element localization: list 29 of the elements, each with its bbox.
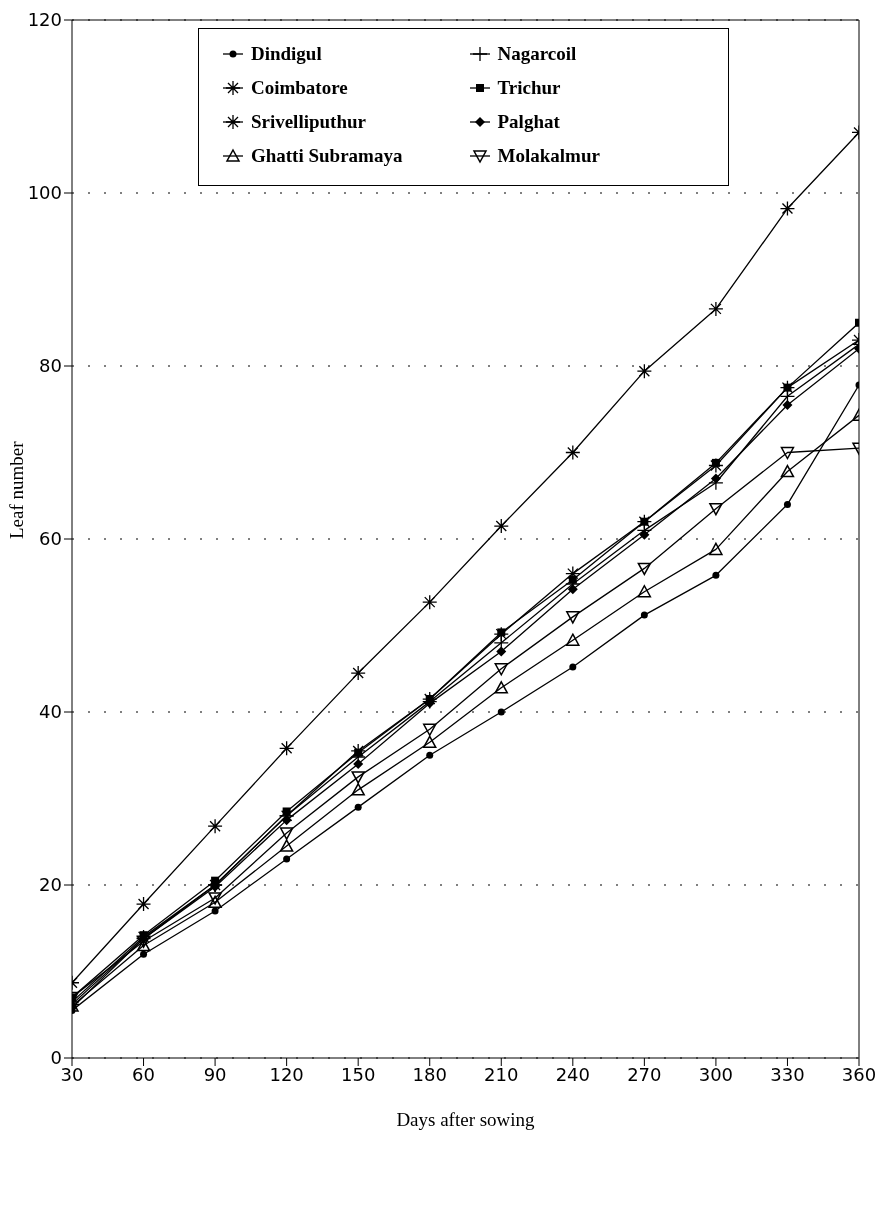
legend-label: Nagarcoil [497, 43, 577, 65]
y-tick-label: 80 [39, 355, 62, 377]
x-tick-label: 30 [60, 1063, 84, 1085]
legend-label: Palghat [497, 111, 560, 133]
legend-label: Dindigul [250, 43, 322, 65]
x-tick-label: 330 [770, 1063, 805, 1085]
legend-label: Trichur [497, 77, 561, 99]
legend-label: Ghatti Subramaya [250, 145, 403, 167]
x-tick-label: 120 [269, 1063, 304, 1085]
legend-label: Srivelliputhur [250, 111, 366, 133]
y-tick-label: 100 [27, 182, 62, 204]
legend-label: Molakalmur [497, 145, 600, 167]
y-tick-label: 60 [39, 528, 62, 550]
y-tick-label: 120 [27, 9, 62, 31]
x-tick-label: 360 [841, 1063, 877, 1085]
x-tick-label: 270 [627, 1063, 662, 1085]
x-tick-label: 90 [203, 1063, 227, 1085]
x-tick-label: 150 [341, 1063, 376, 1085]
legend-label: Coimbatore [250, 77, 348, 99]
y-tick-label: 0 [50, 1047, 62, 1069]
y-tick-label: 40 [39, 701, 62, 723]
x-tick-label: 60 [132, 1063, 155, 1085]
x-tick-label: 300 [698, 1063, 734, 1085]
x-tick-label: 180 [412, 1063, 447, 1085]
x-tick-label: 240 [555, 1063, 590, 1085]
y-axis-title: Leaf number [5, 440, 27, 539]
x-tick-label: 210 [484, 1063, 519, 1085]
y-tick-label: 20 [39, 874, 62, 896]
x-axis-title: Days after sowing [396, 1109, 536, 1130]
